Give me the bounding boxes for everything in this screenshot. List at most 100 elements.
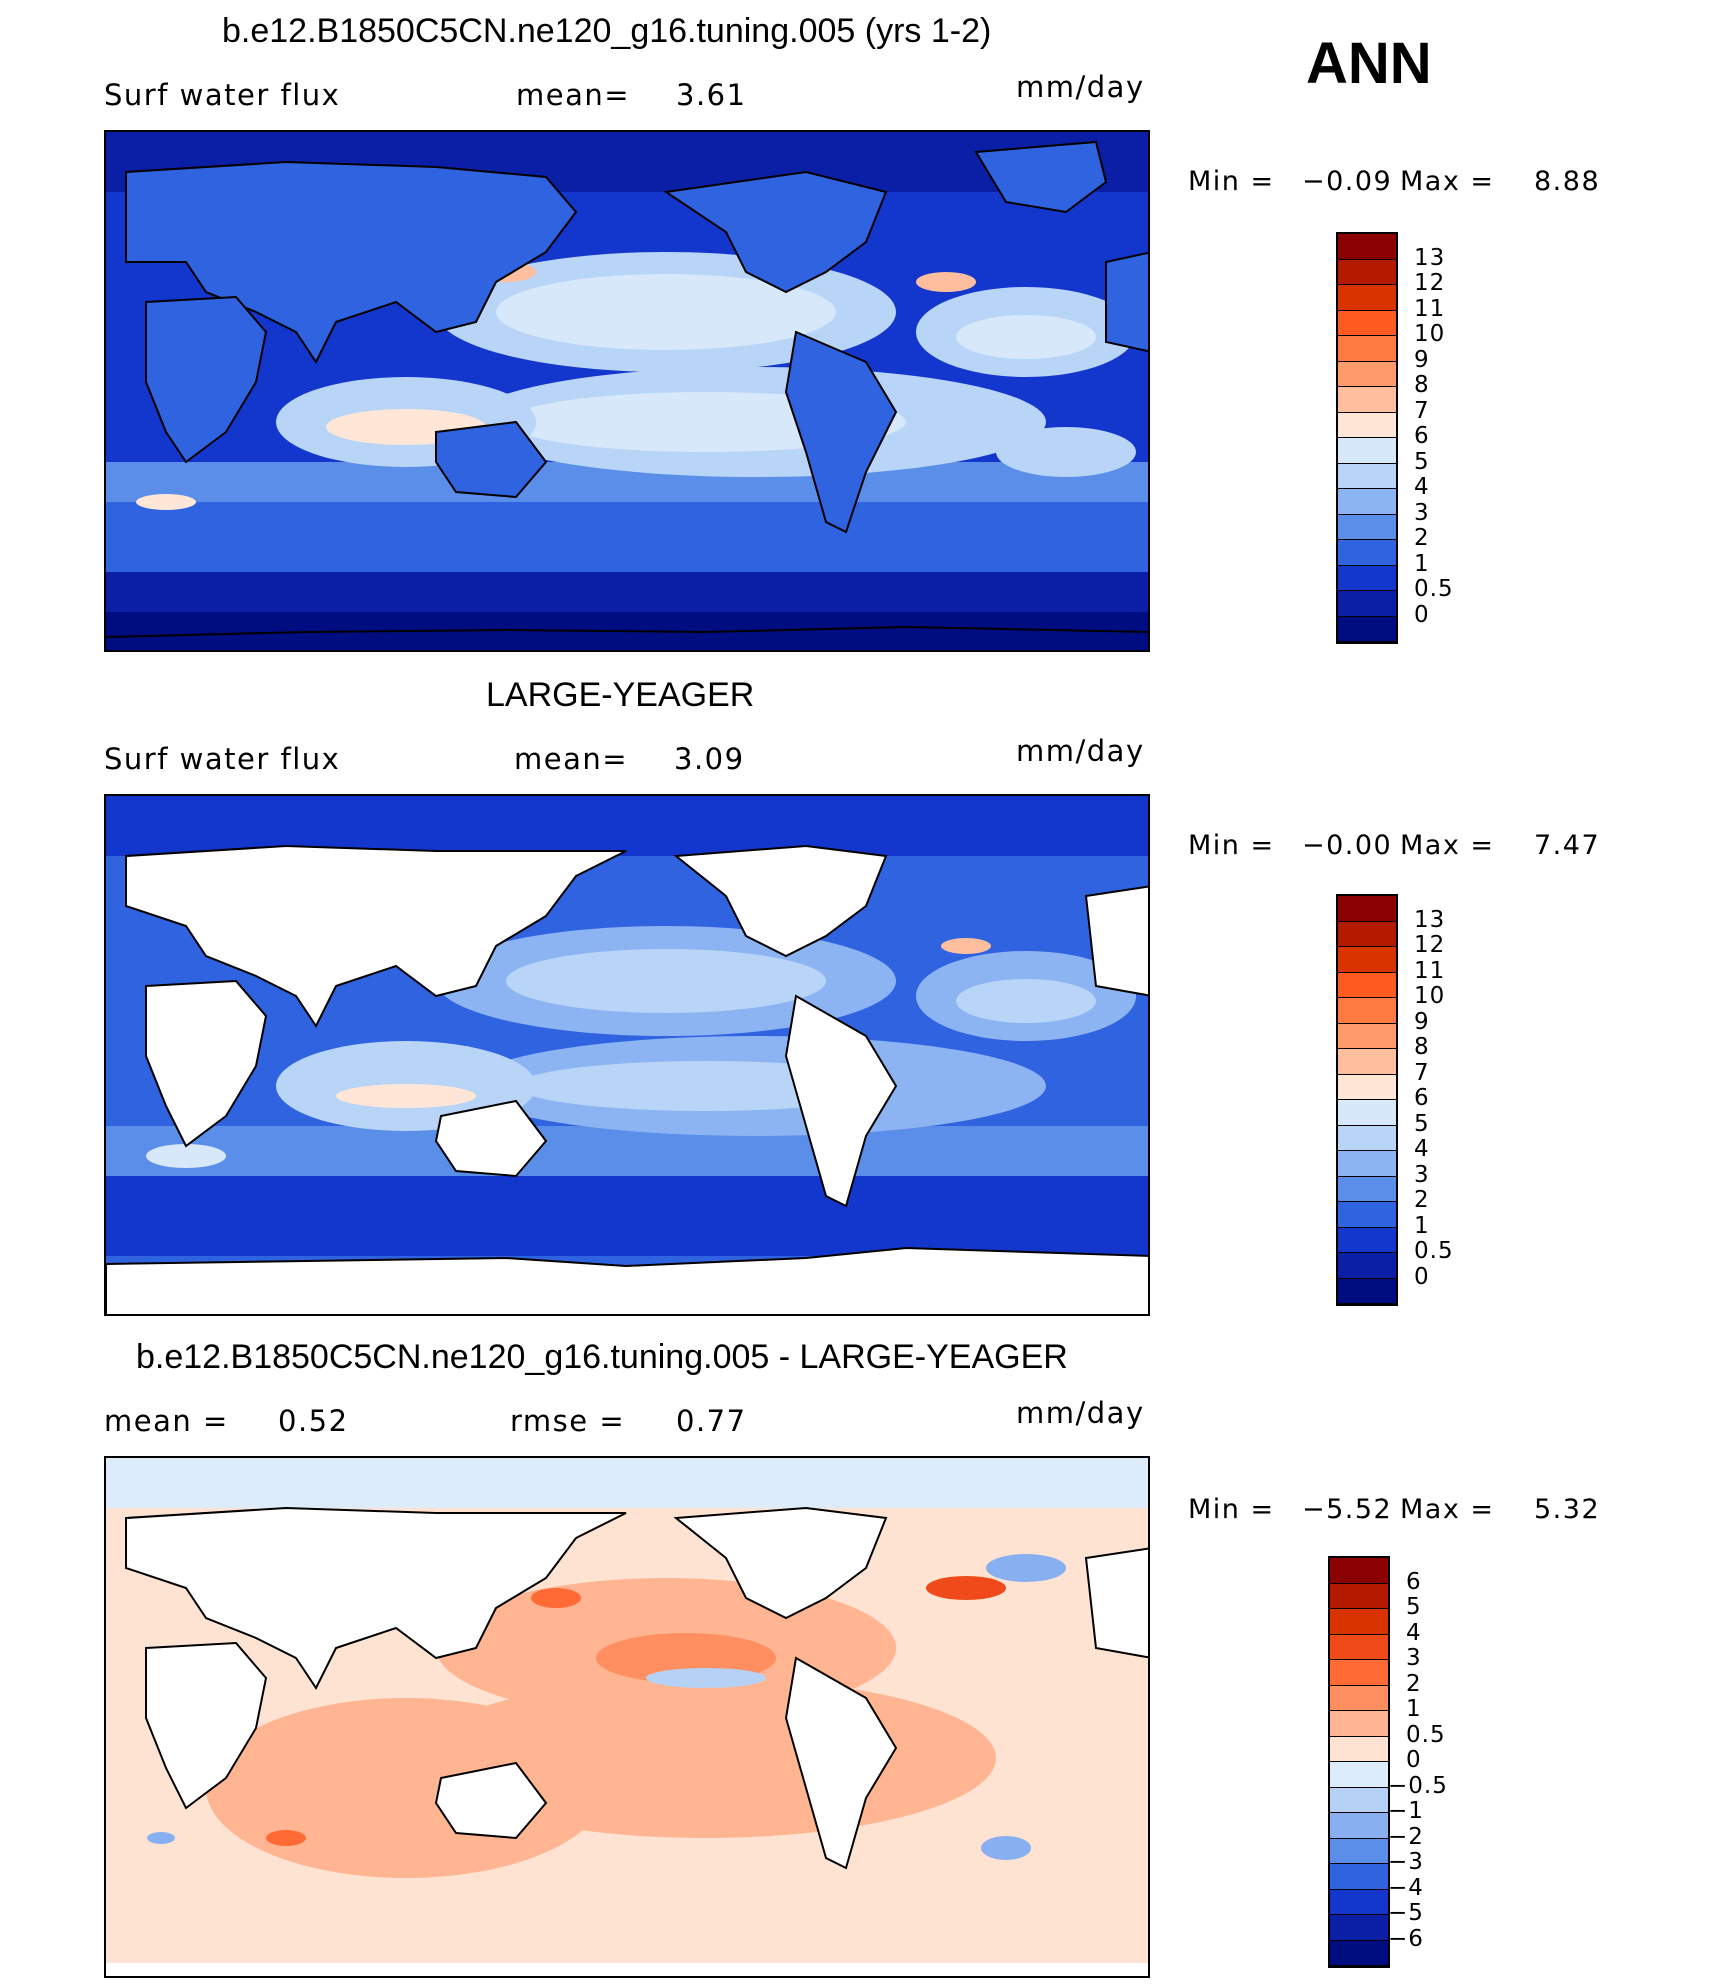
colorbar-segment <box>1330 1736 1388 1762</box>
colorbar-tick-label: 0 <box>1406 1747 1422 1773</box>
panel1-units: mm/day <box>1016 70 1145 104</box>
colorbar-segment <box>1338 1176 1396 1202</box>
panel2-colorbar <box>1336 894 1398 1306</box>
colorbar-tick-label: −4 <box>1388 1874 1424 1901</box>
colorbar-tick-label: 4 <box>1414 474 1430 500</box>
colorbar-tick-label: −3 <box>1388 1849 1424 1875</box>
colorbar-tick-label: 5 <box>1406 1594 1422 1620</box>
colorbar-segment <box>1338 896 1396 922</box>
colorbar-tick-label: 3 <box>1414 499 1430 526</box>
colorbar-tick-label: 5 <box>1414 1110 1430 1137</box>
panel1-colorbar <box>1336 232 1398 644</box>
panel1-max-label: Max = <box>1400 166 1495 197</box>
colorbar-segment <box>1338 514 1396 540</box>
colorbar-tick-label: 6 <box>1414 423 1430 449</box>
colorbar-tick-label: 6 <box>1406 1568 1422 1595</box>
colorbar-segment <box>1338 310 1396 336</box>
colorbar-segment <box>1330 1940 1388 1966</box>
colorbar-segment <box>1338 565 1396 591</box>
colorbar-segment <box>1338 412 1396 438</box>
colorbar-tick-label: 1 <box>1414 1212 1430 1239</box>
colorbar-tick-label: 1 <box>1406 1696 1422 1722</box>
colorbar-segment <box>1338 1049 1396 1075</box>
panel1-map <box>104 130 1150 652</box>
panel2-title: LARGE-YEAGER <box>486 676 755 714</box>
panel1-variable-label: Surf water flux <box>104 78 341 112</box>
season-label: ANN <box>1306 31 1432 96</box>
colorbar-segment <box>1338 972 1396 998</box>
panel1-title: b.e12.B1850C5CN.ne120_g16.tuning.005 (yr… <box>222 12 992 50</box>
panel3-mean-value: 0.52 <box>278 1404 349 1438</box>
panel1-min-value: −0.09 <box>1302 166 1393 197</box>
colorbar-tick-label: −6 <box>1388 1925 1424 1952</box>
colorbar-segment <box>1338 1100 1396 1126</box>
colorbar-segment <box>1330 1685 1388 1711</box>
panel2-min-label: Min = <box>1188 830 1275 861</box>
colorbar-segment <box>1338 234 1396 260</box>
panel3-rmse-value: 0.77 <box>676 1404 747 1438</box>
colorbar-tick-label: 7 <box>1414 1059 1430 1086</box>
panel2-variable-label: Surf water flux <box>104 742 341 776</box>
panel3-max-value: 5.32 <box>1534 1494 1601 1525</box>
colorbar-tick-label: −0.5 <box>1388 1772 1448 1799</box>
colorbar-segment <box>1338 1278 1396 1304</box>
colorbar-segment <box>1330 1762 1388 1788</box>
colorbar-tick-label: −1 <box>1388 1798 1424 1824</box>
colorbar-segment <box>1338 616 1396 642</box>
colorbar-tick-label: 12 <box>1414 932 1446 958</box>
colorbar-tick-label: 2 <box>1414 525 1430 551</box>
colorbar-segment <box>1338 463 1396 489</box>
colorbar-tick-label: 6 <box>1414 1085 1430 1111</box>
colorbar-segment <box>1330 1609 1388 1635</box>
colorbar-segment <box>1330 1838 1388 1864</box>
colorbar-segment <box>1338 921 1396 947</box>
colorbar-segment <box>1338 361 1396 387</box>
panel2-mean-label: mean= <box>514 742 629 776</box>
panel3-map <box>104 1456 1150 1978</box>
colorbar-segment <box>1338 540 1396 566</box>
colorbar-segment <box>1330 1813 1388 1839</box>
colorbar-tick-label: 10 <box>1414 983 1446 1009</box>
panel1-mean-label: mean= <box>516 78 631 112</box>
colorbar-tick-label: 2 <box>1414 1187 1430 1213</box>
colorbar-segment <box>1338 438 1396 464</box>
colorbar-tick-label: 11 <box>1414 295 1446 322</box>
colorbar-segment <box>1338 1227 1396 1253</box>
colorbar-segment <box>1338 947 1396 973</box>
colorbar-tick-label: −5 <box>1388 1900 1424 1926</box>
colorbar-segment <box>1338 1202 1396 1228</box>
colorbar-segment <box>1330 1711 1388 1737</box>
colorbar-segment <box>1330 1915 1388 1941</box>
colorbar-segment <box>1330 1889 1388 1915</box>
colorbar-segment <box>1338 285 1396 311</box>
colorbar-tick-label: 13 <box>1414 244 1446 271</box>
colorbar-segment <box>1330 1660 1388 1686</box>
panel3-max-label: Max = <box>1400 1494 1495 1525</box>
panel2-map <box>104 794 1150 1316</box>
colorbar-tick-label: 12 <box>1414 270 1446 296</box>
colorbar-tick-label: 9 <box>1414 346 1430 373</box>
colorbar-segment <box>1330 1634 1388 1660</box>
colorbar-tick-label: −2 <box>1388 1823 1424 1850</box>
colorbar-tick-label: 4 <box>1406 1619 1422 1646</box>
panel2-max-label: Max = <box>1400 830 1495 861</box>
colorbar-segment <box>1338 1023 1396 1049</box>
panel1-min-label: Min = <box>1188 166 1275 197</box>
colorbar-segment <box>1338 1074 1396 1100</box>
colorbar-segment <box>1330 1787 1388 1813</box>
panel2-units: mm/day <box>1016 734 1145 768</box>
colorbar-tick-label: 5 <box>1414 448 1430 475</box>
panel2-max-value: 7.47 <box>1534 830 1601 861</box>
colorbar-tick-label: 10 <box>1414 321 1446 347</box>
panel3-rmse-label: rmse = <box>510 1404 626 1438</box>
colorbar-tick-label: 7 <box>1414 397 1430 424</box>
colorbar-segment <box>1338 591 1396 617</box>
colorbar-segment <box>1338 336 1396 362</box>
colorbar-segment <box>1338 259 1396 285</box>
colorbar-tick-label: 8 <box>1414 372 1430 398</box>
panel3-mean-label: mean = <box>104 1404 229 1438</box>
colorbar-tick-label: 13 <box>1414 906 1446 933</box>
colorbar-tick-label: 9 <box>1414 1008 1430 1035</box>
colorbar-tick-label: 3 <box>1406 1645 1422 1671</box>
colorbar-tick-label: 0 <box>1414 1263 1430 1290</box>
